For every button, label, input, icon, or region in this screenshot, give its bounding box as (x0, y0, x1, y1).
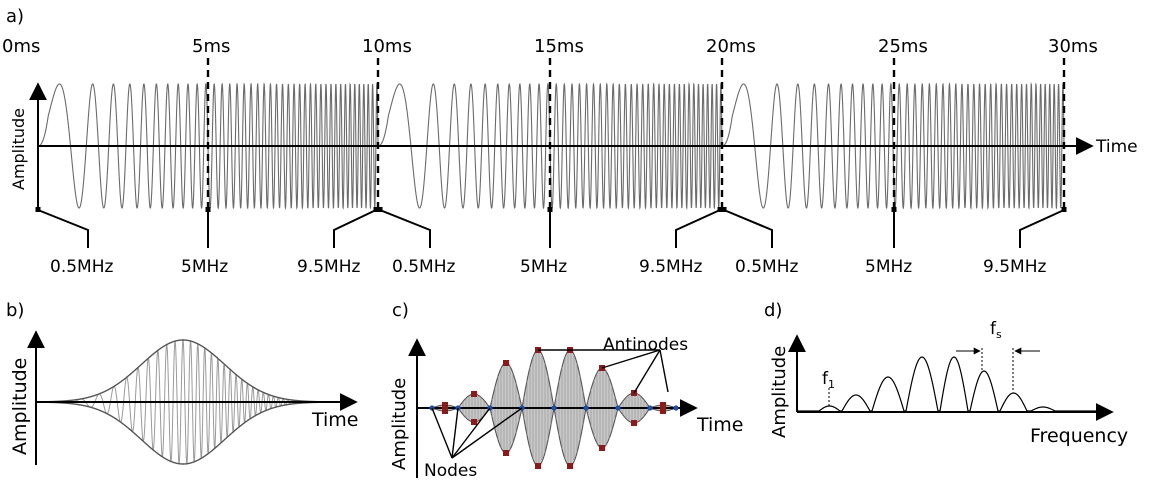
node-marker (551, 405, 557, 411)
frequency-label: 9.5MHz (639, 257, 702, 277)
amplitude-label-b: Amplitude (9, 358, 31, 455)
antinode-marker (503, 450, 509, 456)
node-marker (673, 405, 679, 411)
fs-label: fs (990, 319, 1002, 341)
time-tick-label: 30ms (1048, 36, 1098, 57)
node-marker (583, 405, 589, 411)
frequency-point-marker (721, 207, 727, 212)
panel-d-label: d) (764, 300, 782, 321)
pulse-envelope-top (36, 339, 330, 403)
frequency-label-d: Frequency (1030, 425, 1128, 447)
panel-c-label: c) (392, 300, 409, 321)
frequency-point-marker (35, 207, 41, 212)
antinode-marker (599, 445, 605, 451)
frequency-callout-line (37, 209, 89, 248)
antinode-pointer (633, 349, 661, 394)
time-tick-label: 20ms (706, 36, 756, 57)
time-tick-label: 5ms (192, 36, 230, 57)
antinode-marker (660, 408, 666, 414)
antinode-marker (471, 419, 477, 425)
frequency-label: 9.5MHz (983, 257, 1046, 277)
time-tick-label: 25ms (878, 36, 928, 57)
node-pointer (431, 407, 453, 459)
antinode-marker (503, 360, 509, 366)
node-marker (647, 405, 653, 411)
antinode-marker (631, 420, 637, 426)
antinode-marker (660, 402, 666, 408)
frequency-label: 0.5MHz (50, 257, 113, 277)
frequency-callouts: 0.5MHz 5MHz 9.5MHz 0.5MHz 5MHz 9.5MHz 0.5MHz 5M… (35, 207, 1067, 277)
antinode-marker (567, 463, 573, 469)
frequency-point-marker (205, 207, 211, 212)
node-pointer (451, 407, 523, 459)
frequency-spectrum (797, 356, 1100, 412)
frequency-callout-line (675, 209, 721, 248)
time-tick-label: 10ms (362, 36, 412, 57)
time-label-b: Time (311, 409, 359, 431)
time-label-c: Time (696, 414, 744, 436)
frequency-point-marker (547, 207, 553, 212)
frequency-point-marker (891, 207, 897, 212)
frequency-label: 5MHz (520, 257, 567, 277)
amplitude-label-d: Amplitude (769, 346, 790, 438)
node-pointer (451, 407, 491, 459)
antinode-marker (442, 408, 448, 414)
time-tick-label: 0ms (2, 36, 40, 57)
frequency-callout-line (379, 209, 431, 248)
panel-a-label: a) (6, 6, 24, 27)
antinode-marker (442, 402, 448, 408)
amplitude-label-a: Amplitude (9, 108, 28, 190)
frequency-label: 0.5MHz (392, 257, 455, 277)
pulse-envelope-bottom (36, 401, 330, 465)
nodes-label: Nodes (424, 461, 477, 481)
frequency-label: 0.5MHz (735, 257, 798, 277)
frequency-callout-line (723, 209, 773, 248)
frequency-callout-line (1019, 209, 1065, 248)
time-tick-label: 15ms (534, 36, 584, 57)
frequency-point-marker (377, 207, 383, 212)
antinode-marker (535, 463, 541, 469)
node-pointer (451, 407, 459, 459)
time-dividers (206, 58, 1066, 212)
frequency-label: 5MHz (865, 257, 912, 277)
frequency-callout-line (333, 209, 377, 248)
antinode-marker (471, 391, 477, 397)
frequency-point-marker (373, 207, 379, 212)
frequency-label: 9.5MHz (297, 257, 360, 277)
antinodes-label: Antinodes (603, 335, 688, 355)
frequency-point-marker (1061, 207, 1067, 212)
amplitude-label-c: Amplitude (389, 378, 410, 470)
node-marker (615, 405, 621, 411)
time-label-a: Time (1095, 137, 1138, 157)
panel-b-label: b) (6, 300, 24, 321)
node-antinode-markers (429, 347, 679, 469)
time-tick-labels: 0ms 5ms 10ms 15ms 20ms 25ms 30ms (2, 36, 1098, 57)
antinode-pointer (659, 349, 669, 393)
antinode-pointer (601, 349, 661, 369)
frequency-label: 5MHz (181, 257, 228, 277)
frequency-point-marker (717, 207, 723, 212)
f1-label: f1 (822, 369, 835, 391)
